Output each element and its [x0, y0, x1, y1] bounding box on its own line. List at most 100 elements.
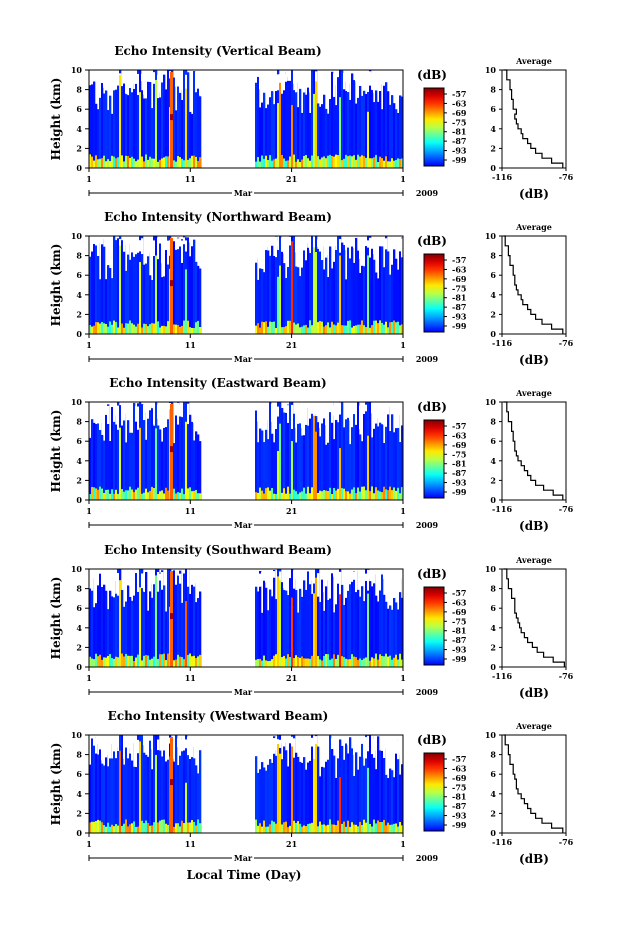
- heatmap-cell: [373, 658, 376, 667]
- heatmap-cell: [131, 823, 134, 833]
- heatmap-cell: [359, 756, 362, 833]
- heatmap-cell: [365, 573, 368, 581]
- heatmap-cell: [137, 406, 140, 430]
- heatmap-cell: [153, 236, 156, 334]
- heatmap-cell: [269, 155, 272, 168]
- heatmap-cell: [123, 491, 126, 500]
- y-tick-label: 10: [71, 65, 83, 75]
- heatmap-cell: [383, 442, 386, 500]
- heatmap-cell: [309, 823, 312, 833]
- heatmap-cell: [121, 825, 124, 833]
- heatmap-cell: [397, 659, 400, 667]
- heatmap-cell: [297, 612, 300, 667]
- heatmap-cell: [341, 488, 344, 500]
- heatmap-cell: [347, 414, 350, 500]
- heatmap-cell: [145, 736, 148, 749]
- heatmap-cell: [281, 492, 284, 500]
- y-tick-label: 6: [76, 436, 82, 446]
- x-tick-label: 11: [185, 174, 196, 184]
- heatmap-cell: [157, 161, 160, 168]
- heatmap-cell: [353, 738, 356, 755]
- heatmap-cell: [265, 155, 268, 168]
- colorbar-tick-label: -57: [452, 588, 466, 598]
- heatmap-cell: [383, 486, 386, 500]
- heatmap-cell: [125, 270, 128, 334]
- heatmap-cell: [331, 748, 334, 833]
- heatmap-cell: [395, 735, 398, 754]
- heatmap-cell: [89, 494, 92, 500]
- heatmap-cell: [263, 92, 266, 168]
- heatmap-cell: [311, 155, 314, 168]
- heatmap-cell: [325, 108, 328, 168]
- avg-y-tick-label: 10: [485, 231, 497, 241]
- heatmap-cell: [323, 569, 326, 593]
- heatmap-cell: [183, 735, 186, 751]
- heatmap-cell: [137, 403, 140, 500]
- heatmap-cell: [105, 489, 108, 500]
- heatmap-cell: [355, 824, 358, 833]
- heatmap-cell: [273, 571, 276, 578]
- heatmap-cell: [351, 156, 354, 168]
- y-tick-label: 2: [76, 309, 82, 319]
- heatmap-cell: [97, 819, 100, 833]
- heatmap-cell: [111, 278, 114, 334]
- heatmap-cell: [265, 405, 268, 430]
- heatmap-cell: [271, 236, 274, 243]
- heatmap-cell: [197, 819, 200, 833]
- heatmap-cell: [129, 71, 132, 77]
- heatmap-cell: [257, 279, 260, 334]
- heatmap-cell: [287, 404, 290, 500]
- heatmap-cell: [345, 72, 348, 82]
- heatmap-cell: [343, 488, 346, 500]
- heatmap-cell: [399, 736, 402, 753]
- heatmap-cell: [301, 267, 304, 334]
- heatmap-cell: [265, 420, 268, 500]
- heatmap-cell: [163, 427, 166, 500]
- heatmap-cell: [105, 826, 108, 833]
- heatmap-cell: [383, 819, 386, 833]
- average-profile-line: [503, 69, 564, 168]
- heatmap-cell: [257, 825, 260, 833]
- heatmap-cell: [341, 402, 344, 500]
- heatmap-cell: [175, 72, 178, 87]
- heatmap-cell: [103, 765, 106, 833]
- heatmap-cell: [307, 762, 310, 833]
- heatmap-cell: [113, 156, 116, 168]
- heatmap-cell: [387, 161, 390, 168]
- heatmap-cell: [397, 321, 400, 334]
- avg-x-axis-label: (dB): [519, 852, 549, 866]
- colorbar-unit: (dB): [417, 567, 447, 581]
- average-frame: [501, 235, 567, 335]
- heatmap-cell: [187, 72, 190, 168]
- heatmap-cell: [309, 160, 312, 168]
- heatmap-cell: [263, 237, 266, 257]
- heatmap-cell: [361, 659, 364, 667]
- heatmap-cell: [147, 756, 150, 833]
- heatmap-cell: [259, 570, 262, 667]
- heatmap-cell: [295, 655, 298, 667]
- heatmap-cell: [383, 404, 386, 425]
- heatmap-cell: [399, 569, 402, 593]
- heatmap-cell: [117, 85, 120, 168]
- heatmap-cell: [143, 492, 146, 500]
- colorbar-tick-label: -57: [452, 421, 466, 431]
- heatmap-cell: [331, 658, 334, 667]
- heatmap-cell: [275, 823, 278, 833]
- heatmap-cell: [373, 320, 376, 334]
- heatmap-cell: [305, 243, 308, 334]
- heatmap-cell: [323, 326, 326, 334]
- avg-y-tick-label: 8: [490, 251, 496, 261]
- heatmap-cell: [179, 570, 182, 667]
- heatmap-cell: [323, 156, 326, 168]
- heatmap-cell: [349, 584, 352, 667]
- heatmap-cell: [179, 157, 182, 168]
- heatmap-cell: [189, 327, 192, 334]
- heatmap-cell: [267, 326, 270, 334]
- heatmap-cell: [341, 656, 344, 667]
- heatmap-cell: [369, 570, 372, 579]
- heatmap-cell: [267, 571, 270, 585]
- heatmap-cell: [321, 239, 324, 261]
- heatmap-cell: [133, 660, 136, 667]
- heatmap-cell: [95, 653, 98, 667]
